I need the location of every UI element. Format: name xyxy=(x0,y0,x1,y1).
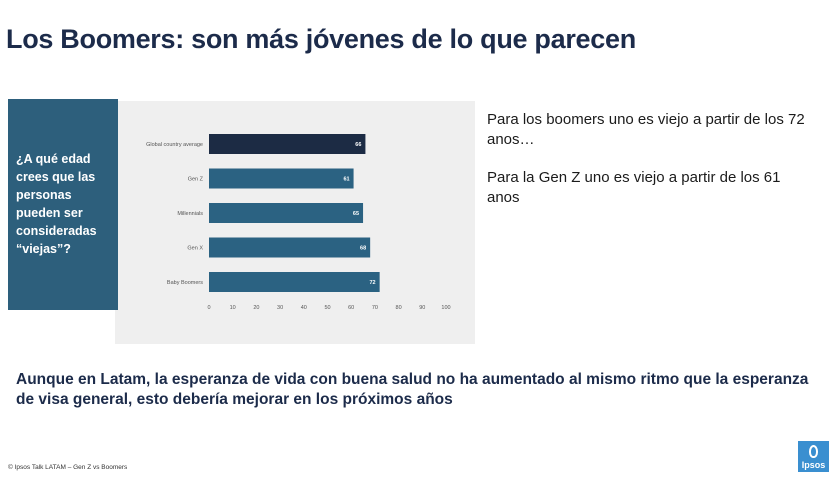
logo-mark-icon xyxy=(809,445,818,458)
x-tick-label: 50 xyxy=(324,305,330,311)
x-tick-label: 30 xyxy=(277,305,283,311)
bar xyxy=(209,237,371,258)
value-label: 65 xyxy=(353,211,359,217)
value-label: 66 xyxy=(355,142,361,148)
value-label: 72 xyxy=(370,280,376,286)
x-tick-label: 100 xyxy=(441,305,450,311)
bar-chart: Global country average 66 Gen Z 61 Millennia… xyxy=(146,134,451,311)
category-label: Gen Z xyxy=(188,177,204,183)
bar xyxy=(209,134,366,154)
footer-credit: © Ipsos Talk LATAM – Gen Z vs Boomers xyxy=(8,464,128,471)
boomers-note: Para los boomers uno es viejo a partir d… xyxy=(487,111,805,148)
conclusion-text: Aunque en Latam, la esperanza de vida co… xyxy=(16,371,809,408)
question-box xyxy=(8,99,118,310)
value-label: 68 xyxy=(360,246,366,252)
value-label: 61 xyxy=(343,177,349,183)
x-tick-label: 0 xyxy=(207,305,210,311)
category-label: Global country average xyxy=(146,142,203,148)
x-tick-label: 70 xyxy=(372,305,378,311)
logo-text: Ipsos xyxy=(801,460,826,470)
bar xyxy=(209,203,364,223)
x-tick-label: 20 xyxy=(253,305,259,311)
category-label: Baby Boomers xyxy=(167,280,203,286)
category-label: Millennials xyxy=(177,211,203,217)
question-text: ¿A qué edad crees que las personas puede… xyxy=(16,152,97,256)
x-tick-label: 40 xyxy=(301,305,307,311)
bar xyxy=(209,272,380,292)
bar xyxy=(209,168,354,189)
x-tick-label: 80 xyxy=(396,305,402,311)
x-tick-label: 10 xyxy=(230,305,236,311)
genz-note: Para la Gen Z uno es viejo a partir de l… xyxy=(487,169,781,206)
x-tick-label: 60 xyxy=(348,305,354,311)
x-tick-label: 90 xyxy=(419,305,425,311)
ipsos-logo: Ipsos xyxy=(798,441,829,472)
page-title: Los Boomers: son más jóvenes de lo que p… xyxy=(6,24,636,54)
category-label: Gen X xyxy=(187,246,203,252)
